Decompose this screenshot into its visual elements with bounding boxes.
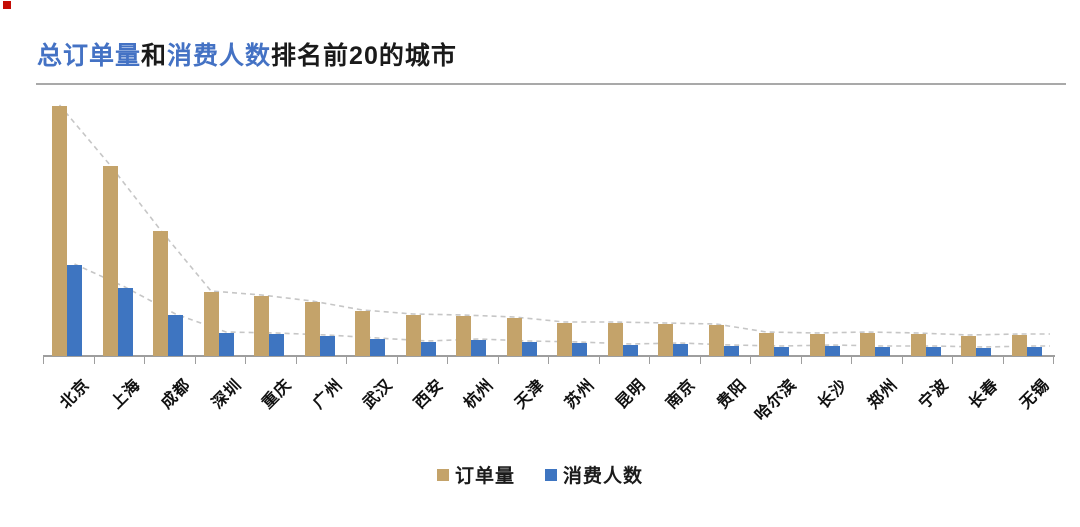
orders-bar-无锡[interactable]: [1011, 335, 1027, 356]
orders-bar-南京[interactable]: [658, 324, 673, 356]
orders-bar-长沙[interactable]: [809, 334, 825, 356]
title-segment-and: 和: [141, 42, 168, 70]
red-corner-mark: [3, 1, 11, 9]
orders-bar-北京[interactable]: [52, 106, 67, 356]
orders-bar-贵阳[interactable]: [708, 325, 724, 356]
x-axis-line: [43, 355, 1055, 357]
orders-bar-长春[interactable]: [961, 336, 976, 356]
consumers-bar-郑州[interactable]: [875, 347, 890, 356]
x-axis-tick: [43, 356, 44, 364]
title-segment-rest: 排名前20的城市: [271, 42, 457, 70]
consumers-bar-杭州[interactable]: [471, 340, 486, 356]
x-axis-tick: [1053, 356, 1054, 364]
consumers-bar-贵阳[interactable]: [723, 346, 739, 356]
consumers-bar-天津[interactable]: [521, 342, 537, 356]
x-axis-tick: [750, 356, 751, 364]
x-axis-tick: [296, 356, 297, 364]
consumers-bar-武汉[interactable]: [370, 339, 385, 356]
consumers-bar-西安[interactable]: [420, 342, 436, 356]
x-axis-tick: [346, 356, 347, 364]
orders-bar-广州[interactable]: [304, 302, 320, 356]
chart-title: 总订单量和消费人数排名前20的城市: [37, 36, 457, 72]
orders-swatch-icon: [436, 468, 449, 481]
x-axis-tick: [902, 356, 903, 364]
consumers-bar-苏州[interactable]: [572, 343, 587, 356]
orders-bar-西安[interactable]: [405, 315, 421, 356]
consumers-bar-广州[interactable]: [319, 336, 335, 356]
consumers-bar-无锡[interactable]: [1026, 347, 1042, 356]
x-axis-tick: [447, 356, 448, 364]
x-axis-tick: [851, 356, 852, 364]
x-axis-tick: [144, 356, 145, 364]
title-segment-orders: 总订单量: [37, 42, 142, 70]
consumers-bar-深圳[interactable]: [218, 333, 234, 356]
orders-bar-苏州[interactable]: [557, 323, 572, 356]
x-axis-tick: [245, 356, 246, 364]
x-axis-tick: [548, 356, 549, 364]
consumers-bar-南京[interactable]: [673, 344, 688, 356]
consumers-swatch-icon: [545, 468, 557, 481]
legend-label-consumers: 消费人数: [563, 466, 644, 487]
consumers-bar-上海[interactable]: [117, 288, 133, 356]
orders-bar-武汉[interactable]: [355, 311, 370, 356]
consumers-bar-重庆[interactable]: [269, 334, 284, 356]
consumers-bar-宁波[interactable]: [925, 347, 941, 356]
orders-bar-昆明[interactable]: [607, 323, 623, 356]
consumers-bar-成都[interactable]: [168, 315, 183, 356]
legend-item-orders: 订单量: [436, 461, 515, 488]
orders-bar-深圳[interactable]: [203, 292, 219, 356]
x-axis-tick: [1003, 356, 1004, 364]
x-axis-tick: [195, 356, 196, 364]
x-axis-tick: [397, 356, 398, 364]
consumers-bar-哈尔滨[interactable]: [774, 347, 789, 356]
legend-item-consumers: 消费人数: [545, 461, 643, 488]
orders-bar-重庆[interactable]: [254, 296, 269, 356]
x-axis-tick: [498, 356, 499, 364]
orders-bar-哈尔滨[interactable]: [759, 333, 774, 356]
x-axis-tick: [801, 356, 802, 364]
consumers-bar-长沙[interactable]: [824, 346, 840, 356]
consumers-bar-长春[interactable]: [976, 348, 991, 356]
orders-trendline: [58, 104, 1050, 336]
x-axis-tick: [649, 356, 650, 364]
consumers-bar-北京[interactable]: [67, 265, 82, 356]
orders-bar-成都[interactable]: [153, 231, 168, 356]
legend-label-orders: 订单量: [454, 466, 515, 487]
x-axis-tick: [599, 356, 600, 364]
x-axis-tick: [94, 356, 95, 364]
title-divider: [36, 83, 1066, 85]
orders-bar-天津[interactable]: [506, 318, 522, 356]
title-segment-consumers: 消费人数: [167, 42, 272, 70]
x-axis-tick: [952, 356, 953, 364]
x-axis-tick: [700, 356, 701, 364]
orders-bar-上海[interactable]: [102, 166, 118, 356]
orders-bar-宁波[interactable]: [910, 334, 926, 356]
consumers-bar-昆明[interactable]: [622, 345, 638, 356]
orders-bar-杭州[interactable]: [456, 316, 471, 356]
orders-bar-郑州[interactable]: [860, 333, 875, 356]
legend: 订单量 消费人数: [0, 461, 1080, 488]
